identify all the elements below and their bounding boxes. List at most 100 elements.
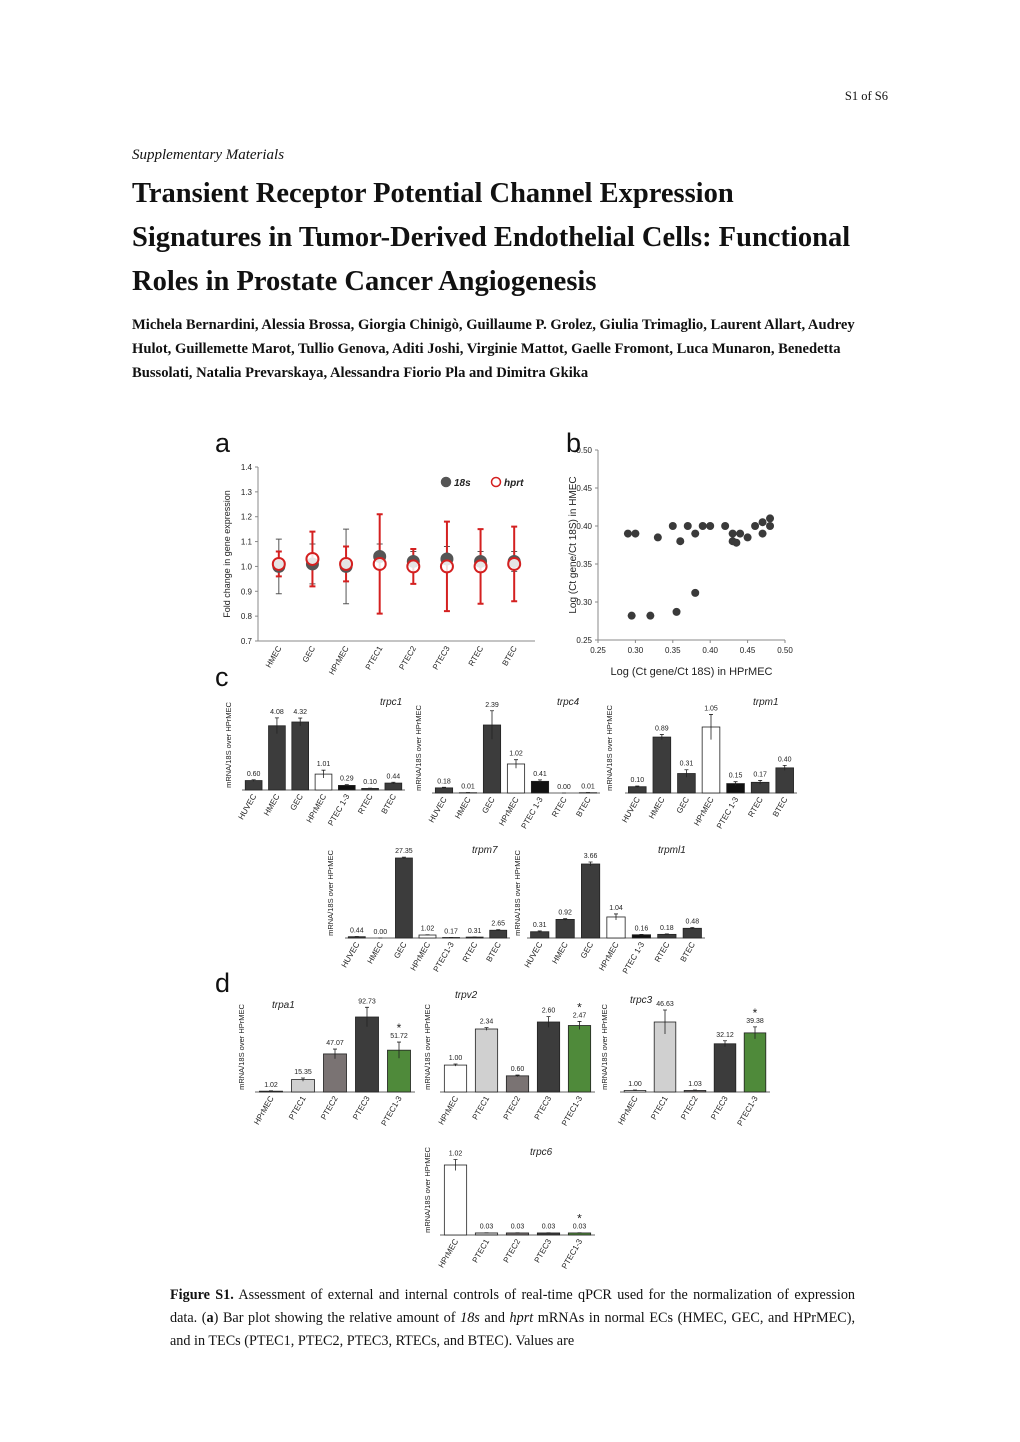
y-tick-label: 0.35 bbox=[576, 560, 592, 569]
value-label: 0.41 bbox=[533, 771, 547, 778]
value-label: 0.00 bbox=[374, 929, 388, 936]
data-point bbox=[372, 556, 387, 571]
x-tick-label: GEC bbox=[675, 795, 692, 815]
x-tick-label: HPrMEC bbox=[597, 940, 621, 972]
supplement-label: Supplementary Materials bbox=[132, 147, 285, 163]
x-tick-label: GEC bbox=[301, 644, 318, 664]
data-point bbox=[736, 529, 745, 538]
panel-label: b bbox=[566, 428, 581, 458]
value-label: 0.01 bbox=[581, 784, 595, 791]
x-tick-label: PTEC3 bbox=[709, 1094, 730, 1121]
error-bar bbox=[782, 764, 787, 771]
panel-label: d bbox=[215, 968, 230, 998]
value-label: 1.02 bbox=[449, 1151, 463, 1158]
value-label: 0.44 bbox=[387, 773, 401, 780]
x-tick-label: BTEC bbox=[500, 644, 519, 667]
caption: Figure S1. Assessment of external and in… bbox=[170, 1284, 855, 1353]
x-tick-label: 0.50 bbox=[777, 646, 793, 655]
data-point bbox=[305, 551, 320, 566]
x-tick-label: PTEC1 bbox=[471, 1237, 492, 1264]
bar bbox=[395, 857, 413, 939]
x-tick-label: GEC bbox=[480, 795, 497, 815]
x-tick-label: PTEC3 bbox=[533, 1094, 554, 1121]
y-axis-label: mRNA/18S over HPrMEC bbox=[600, 1003, 609, 1089]
error-bar bbox=[301, 1077, 305, 1082]
x-tick-label: HPrMEC bbox=[497, 795, 521, 827]
bar bbox=[581, 863, 601, 939]
x-tick-label: PTEC 1-3 bbox=[519, 795, 545, 830]
value-label: 0.17 bbox=[444, 928, 458, 935]
annotation: * bbox=[577, 1000, 582, 1014]
error-bar bbox=[514, 759, 518, 769]
data-point bbox=[758, 529, 767, 538]
y-axis-label: mRNA/18S over HPrMEC bbox=[414, 704, 423, 790]
x-tick-label: PTEC1 bbox=[364, 644, 385, 671]
value-label: 0.44 bbox=[350, 928, 364, 935]
x-tick-label: HMEC bbox=[262, 792, 282, 817]
x-tick-label: PTEC1-3 bbox=[560, 1094, 585, 1127]
x-tick-label: HPrMEC bbox=[692, 795, 716, 827]
data-point bbox=[751, 522, 760, 530]
value-label: 0.29 bbox=[340, 776, 354, 783]
value-label: 0.60 bbox=[247, 771, 261, 778]
error-bar bbox=[758, 780, 763, 785]
data-point bbox=[623, 529, 632, 538]
value-label: 47.07 bbox=[326, 1040, 344, 1047]
y-tick-label: 1.0 bbox=[241, 562, 253, 571]
error-bar bbox=[633, 1089, 637, 1091]
x-tick-label: RTEC bbox=[653, 940, 672, 963]
error-bar bbox=[269, 1090, 273, 1092]
caption-text: mRNAs in normal ECs (HMEC, GEC, and HPrM… bbox=[170, 1310, 855, 1349]
bar bbox=[506, 763, 526, 794]
x-tick-label: HUVEC bbox=[340, 940, 362, 969]
data-point bbox=[672, 607, 681, 616]
value-label: 32.12 bbox=[716, 1032, 734, 1039]
x-tick-label: HMEC bbox=[550, 940, 570, 965]
x-axis-label: Log (Ct gene/Ct 18S) in HPrMEC bbox=[610, 666, 772, 678]
value-label: 0.89 bbox=[655, 726, 669, 733]
data-point bbox=[766, 514, 775, 523]
bar bbox=[443, 1064, 468, 1093]
value-label: 0.15 bbox=[729, 773, 743, 780]
caption-text: hprt bbox=[509, 1310, 534, 1326]
y-tick-label: 0.50 bbox=[576, 446, 592, 455]
data-point bbox=[698, 522, 707, 530]
x-tick-label: RTEC bbox=[746, 795, 765, 818]
data-point bbox=[271, 556, 286, 571]
x-tick-label: PTEC1 bbox=[287, 1094, 308, 1121]
error-bar bbox=[484, 1027, 489, 1031]
value-label: 2.39 bbox=[485, 702, 499, 709]
chart-title: trpc6 bbox=[530, 1147, 553, 1158]
x-tick-label: RTEC bbox=[550, 795, 569, 818]
bar bbox=[355, 1016, 379, 1093]
x-tick-label: HMEC bbox=[366, 940, 386, 965]
data-point bbox=[439, 559, 454, 574]
y-tick-label: 0.30 bbox=[576, 598, 592, 607]
x-tick-label: GEC bbox=[392, 940, 409, 960]
x-tick-label: 0.25 bbox=[590, 646, 606, 655]
y-tick-label: 0.9 bbox=[241, 587, 253, 596]
x-tick-label: PTEC3 bbox=[431, 644, 452, 671]
x-tick-label: PTEC2 bbox=[679, 1094, 700, 1121]
caption-text: and bbox=[479, 1310, 510, 1326]
bar bbox=[567, 1232, 592, 1236]
value-label: 0.40 bbox=[778, 756, 792, 763]
legend-marker bbox=[490, 476, 502, 488]
bar bbox=[628, 786, 647, 794]
bar bbox=[555, 918, 575, 939]
data-point bbox=[646, 611, 655, 620]
value-label: 0.01 bbox=[461, 784, 475, 791]
chart-title: trpa1 bbox=[272, 1000, 295, 1011]
x-tick-label: PTEC1-3 bbox=[560, 1237, 585, 1270]
error-bar bbox=[321, 769, 326, 779]
y-axis-label: mRNA/18S over HPrMEC bbox=[605, 704, 614, 790]
x-tick-label: HPrMEC bbox=[409, 940, 433, 972]
x-tick-label: HUVEC bbox=[523, 940, 545, 969]
error-bar bbox=[333, 1048, 337, 1059]
error-bar bbox=[496, 929, 501, 931]
chart-title: trpc1 bbox=[380, 697, 402, 708]
error-bar bbox=[397, 1041, 401, 1059]
data-point bbox=[668, 522, 677, 530]
value-label: 1.00 bbox=[628, 1081, 642, 1088]
value-label: 4.32 bbox=[293, 709, 307, 716]
